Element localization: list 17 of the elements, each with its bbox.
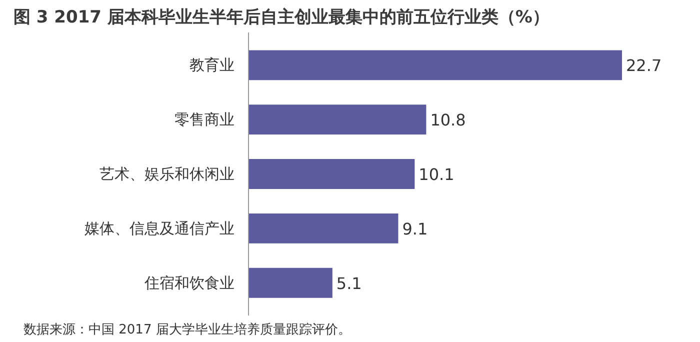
y-tick-label: 媒体、信息及通信产业 (84, 219, 234, 238)
data-label: 9.1 (402, 219, 428, 238)
y-tick-label: 住宿和饮食业 (144, 274, 234, 292)
bar (248, 50, 622, 80)
data-label: 5.1 (336, 274, 362, 293)
data-label: 10.1 (418, 165, 454, 184)
data-label: 22.7 (626, 56, 662, 76)
y-tick-label: 零售商业 (174, 110, 234, 129)
bar (248, 213, 398, 244)
chart-title: 图 3 2017 届本科毕业生半年后自主创业最集中的前五位行业类（%） (14, 8, 550, 28)
y-tick-label: 教育业 (190, 56, 234, 74)
source-note: 数据来源：中国 2017 届大学毕业生培养质量跟踪评价。 (24, 322, 351, 338)
data-label: 10.8 (430, 110, 466, 130)
bar (248, 104, 426, 135)
y-tick-label: 艺术、娱乐和休闲业 (100, 165, 234, 183)
bar (248, 268, 332, 298)
bar (248, 159, 415, 189)
